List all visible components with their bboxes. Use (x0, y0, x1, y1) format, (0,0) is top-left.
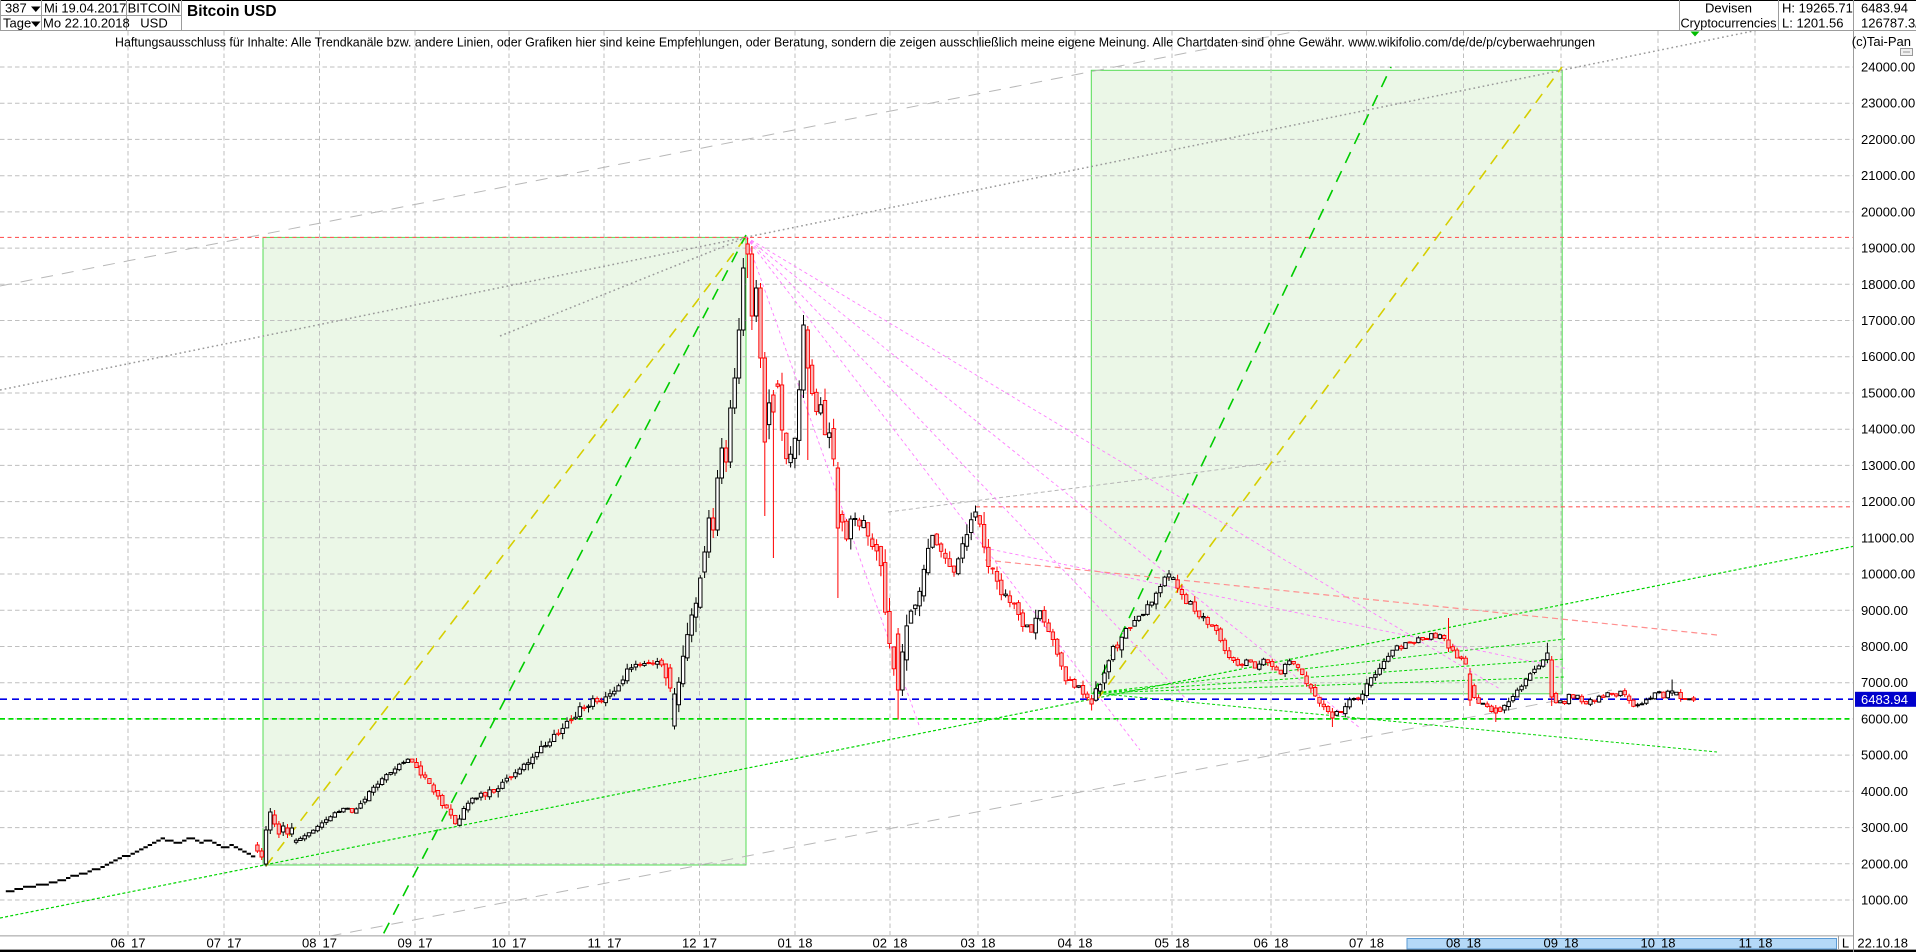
svg-text:19000.00: 19000.00 (1861, 241, 1915, 256)
svg-text:126787.3/1: 126787.3/1 (1861, 16, 1916, 31)
svg-text:8000.00: 8000.00 (1861, 639, 1908, 654)
svg-text:Devisen: Devisen (1705, 1, 1752, 16)
svg-text:15000.00: 15000.00 (1861, 386, 1915, 401)
svg-text:18: 18 (1758, 936, 1772, 951)
svg-text:7000.00: 7000.00 (1861, 675, 1908, 690)
svg-text:03: 03 (961, 936, 975, 951)
svg-text:13000.00: 13000.00 (1861, 458, 1915, 473)
svg-text:04: 04 (1058, 936, 1072, 951)
svg-text:17: 17 (607, 936, 621, 951)
svg-text:18: 18 (1467, 936, 1481, 951)
svg-text:Bitcoin USD: Bitcoin USD (187, 3, 277, 20)
svg-text:Cryptocurrencies: Cryptocurrencies (1681, 16, 1777, 31)
svg-text:18: 18 (798, 936, 812, 951)
svg-text:3000.00: 3000.00 (1861, 820, 1908, 835)
svg-text:07: 07 (207, 936, 221, 951)
svg-text:2000.00: 2000.00 (1861, 856, 1908, 871)
svg-text:17: 17 (418, 936, 432, 951)
svg-text:6000.00: 6000.00 (1861, 711, 1908, 726)
svg-text:09: 09 (398, 936, 412, 951)
svg-text:20000.00: 20000.00 (1861, 204, 1915, 219)
svg-text:11: 11 (1739, 936, 1753, 951)
svg-text:9000.00: 9000.00 (1861, 603, 1908, 618)
svg-text:11000.00: 11000.00 (1861, 530, 1914, 545)
svg-text:10: 10 (1641, 936, 1655, 951)
svg-text:L: L (1842, 936, 1849, 951)
svg-text:H: 19265.71: H: 19265.71 (1782, 1, 1853, 16)
svg-text:12: 12 (682, 936, 696, 951)
svg-text:(c)Tai-Pan: (c)Tai-Pan (1852, 34, 1911, 49)
svg-text:09: 09 (1544, 936, 1558, 951)
svg-text:12000.00: 12000.00 (1861, 494, 1915, 509)
svg-text:05: 05 (1155, 936, 1169, 951)
svg-text:17: 17 (131, 936, 145, 951)
svg-text:Mi 19.04.2017: Mi 19.04.2017 (44, 1, 126, 16)
svg-text:18000.00: 18000.00 (1861, 277, 1915, 292)
svg-text:21000.00: 21000.00 (1861, 168, 1915, 183)
svg-text:L: 1201.56: L: 1201.56 (1782, 16, 1843, 31)
svg-text:18: 18 (1370, 936, 1384, 951)
svg-text:17: 17 (227, 936, 241, 951)
svg-text:17: 17 (323, 936, 337, 951)
svg-text:USD: USD (140, 16, 167, 31)
svg-text:23000.00: 23000.00 (1861, 96, 1915, 111)
svg-text:08: 08 (302, 936, 316, 951)
svg-text:18: 18 (981, 936, 995, 951)
svg-text:14000.00: 14000.00 (1861, 422, 1915, 437)
svg-text:5000.00: 5000.00 (1861, 748, 1908, 763)
svg-text:17: 17 (703, 936, 717, 951)
svg-text:4000.00: 4000.00 (1861, 784, 1908, 799)
svg-text:02: 02 (873, 936, 887, 951)
svg-text:Mo 22.10.2018: Mo 22.10.2018 (43, 16, 130, 31)
svg-text:18: 18 (1274, 936, 1288, 951)
svg-text:18: 18 (1175, 936, 1189, 951)
svg-text:6483.94: 6483.94 (1861, 1, 1908, 16)
svg-text:22000.00: 22000.00 (1861, 132, 1915, 147)
svg-text:BITCOIN: BITCOIN (128, 1, 181, 16)
svg-text:07: 07 (1349, 936, 1363, 951)
svg-text:16000.00: 16000.00 (1861, 349, 1915, 364)
svg-text:22.10.18: 22.10.18 (1857, 936, 1908, 951)
svg-text:08: 08 (1446, 936, 1460, 951)
svg-text:18: 18 (1661, 936, 1675, 951)
svg-text:11: 11 (588, 936, 602, 951)
svg-text:18: 18 (893, 936, 907, 951)
svg-text:17000.00: 17000.00 (1861, 313, 1915, 328)
svg-text:18: 18 (1564, 936, 1578, 951)
svg-text:10: 10 (492, 936, 506, 951)
svg-text:18: 18 (1078, 936, 1092, 951)
svg-text:01: 01 (778, 936, 792, 951)
svg-text:06: 06 (111, 936, 125, 951)
svg-text:24000.00: 24000.00 (1861, 60, 1915, 75)
svg-text:17: 17 (512, 936, 526, 951)
svg-text:6483.94: 6483.94 (1861, 692, 1908, 707)
svg-text:10000.00: 10000.00 (1861, 567, 1915, 582)
svg-text:Haftungsausschluss für Inhalte: Haftungsausschluss für Inhalte: Alle Tre… (115, 35, 1595, 50)
svg-text:Tage: Tage (3, 16, 31, 31)
svg-text:1000.00: 1000.00 (1861, 893, 1908, 908)
svg-text:06: 06 (1254, 936, 1268, 951)
svg-text:387: 387 (5, 1, 27, 16)
